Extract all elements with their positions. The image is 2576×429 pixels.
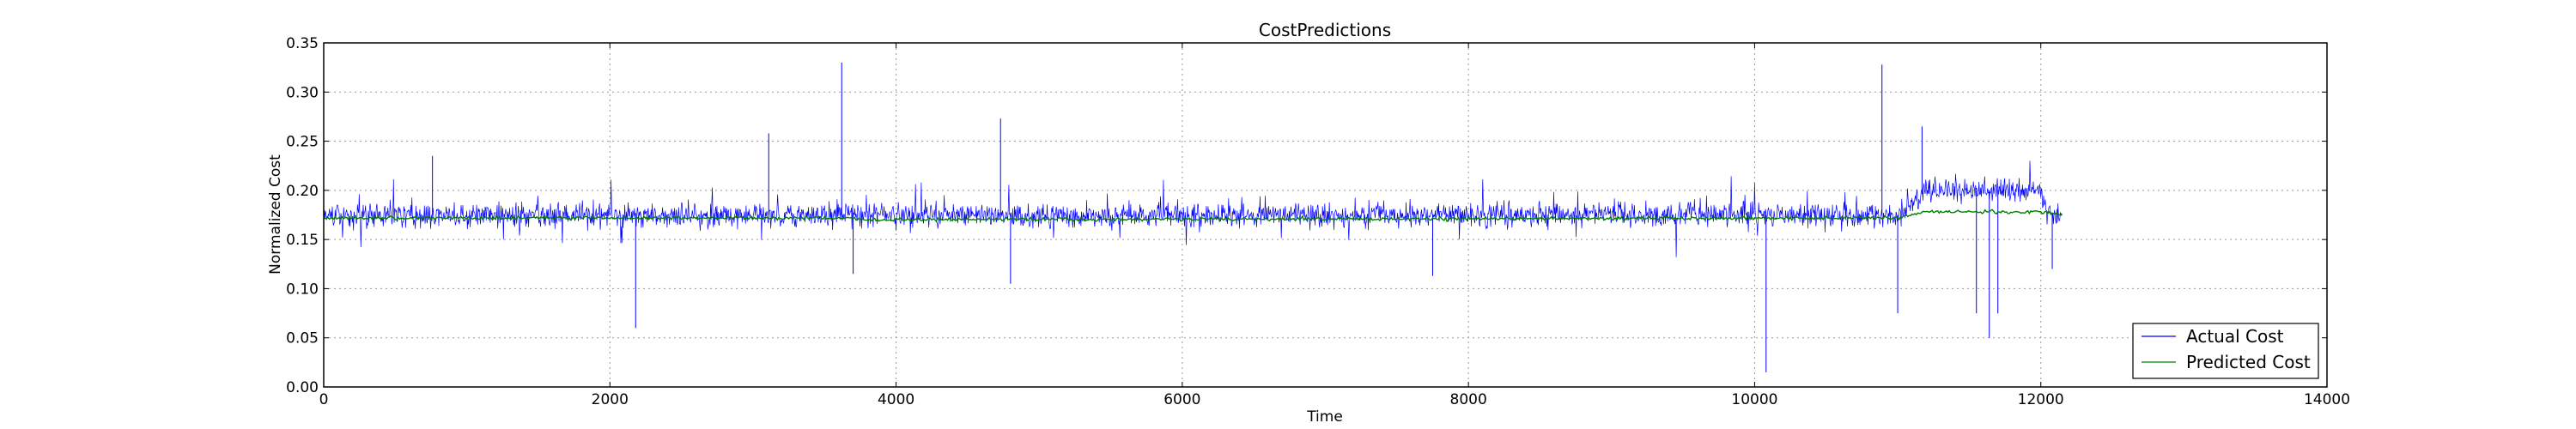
x-tick-label: 8000 [1450, 391, 1487, 408]
series-predicted-cost-line [323, 208, 2063, 223]
y-tick-label: 0.30 [286, 84, 319, 101]
x-tick-label: 6000 [1163, 391, 1200, 408]
x-tick-label: 10000 [1731, 391, 1777, 408]
chart-title: CostPredictions [1259, 20, 1391, 40]
y-tick-label: 0.05 [286, 330, 319, 347]
y-tick-label: 0.00 [286, 379, 319, 396]
x-axis-label: Time [1306, 408, 1343, 426]
series-layer [323, 62, 2063, 372]
x-tick-label: 14000 [2304, 391, 2350, 408]
x-tick-label: 12000 [2018, 391, 2064, 408]
legend-label-actual: Actual Cost [2186, 326, 2284, 347]
y-tick-label: 0.35 [286, 35, 319, 52]
y-tick-label: 0.25 [286, 134, 319, 151]
y-tick-label: 0.20 [286, 183, 319, 200]
plot-frame [323, 42, 2328, 388]
legend-label-predicted: Predicted Cost [2186, 352, 2311, 372]
y-axis-label: Normalized Cost [267, 154, 284, 275]
legend-box [2132, 323, 2319, 379]
x-tick-label: 4000 [878, 391, 914, 408]
ticks: 0 2000 4000 6000 8000 10000 12000 14000 0.00 0.05… [286, 35, 2350, 408]
x-tick-label: 2000 [592, 391, 629, 408]
x-tick-label: 0 [319, 391, 329, 408]
legend: Actual Cost Predicted Cost [2132, 323, 2319, 379]
y-tick-label: 0.15 [286, 232, 319, 249]
y-tick-label: 0.10 [286, 281, 319, 298]
